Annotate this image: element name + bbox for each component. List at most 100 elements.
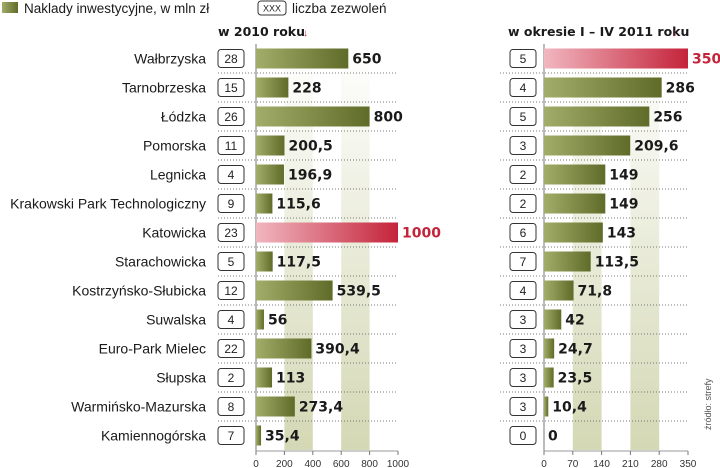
permit-box-2010-5 [217, 194, 245, 213]
legend: Naklady inwestycyjne, w mln zł XXX liczb… [2, 0, 387, 16]
permit-count-2011-13: 0 [520, 429, 527, 443]
permit-box-2010-9 [217, 310, 245, 329]
panel-2011-title-arrow-icon: ↓ [672, 28, 677, 39]
legend-count-label: liczba zezwoleń [292, 1, 387, 16]
bar-2010-11 [256, 367, 273, 388]
legend-investment-label: Naklady inwestycyjne, w mln zł [24, 1, 209, 16]
permit-count-2010-7: 5 [228, 255, 235, 269]
bar-2010-4 [256, 164, 284, 185]
permit-count-2010-6: 23 [224, 226, 238, 240]
value-label-2010-5: 115,6 [276, 197, 320, 213]
permit-box-2010-3 [217, 136, 245, 155]
permit-count-2010-3: 11 [225, 139, 238, 153]
value-label-2011-13: 0 [548, 429, 558, 445]
permit-count-2011-9: 3 [520, 313, 527, 327]
permit-box-2011-1 [509, 78, 537, 97]
bar-2011-5 [544, 193, 606, 214]
permit-count-2011-4: 2 [520, 168, 527, 182]
bar-2011-12 [544, 396, 549, 417]
permit-box-2010-13 [217, 426, 245, 445]
value-label-2010-8: 539,5 [337, 284, 381, 300]
permit-count-2011-3: 3 [520, 139, 527, 153]
value-label-2011-9: 42 [565, 313, 584, 329]
tick-label-2011-3: 210 [622, 459, 639, 468]
permit-box-2011-11 [509, 368, 537, 387]
value-label-2010-4: 196,9 [288, 168, 332, 184]
bar-2011-8 [544, 280, 574, 301]
permit-box-2010-7 [217, 252, 245, 271]
bar-2010-13 [256, 425, 262, 446]
bar-2010-5 [256, 193, 273, 214]
permit-count-2011-2: 5 [520, 110, 527, 124]
value-label-2011-2: 256 [653, 110, 682, 126]
bar-2011-1 [544, 77, 662, 98]
value-label-2011-0: 350 [692, 52, 720, 68]
permit-count-2011-12: 3 [520, 400, 527, 414]
value-label-2010-10: 390,4 [315, 342, 360, 358]
value-label-2011-1: 286 [666, 81, 695, 97]
value-label-2010-9: 56 [268, 313, 287, 329]
category-label-7: Starachowicka [115, 254, 206, 270]
permit-count-2011-11: 3 [520, 371, 527, 385]
permit-count-2010-13: 7 [228, 429, 235, 443]
value-label-2010-0: 650 [352, 52, 381, 68]
bar-2011-2 [544, 106, 650, 127]
tick-label-2010-0: 0 [253, 459, 259, 468]
bar-2011-6 [544, 222, 603, 243]
permit-box-2010-6 [217, 223, 245, 242]
value-label-2010-7: 117,5 [277, 255, 321, 271]
value-label-2010-2: 800 [374, 110, 403, 126]
permit-count-2011-7: 7 [520, 255, 527, 269]
tick-label-2010-1: 200 [276, 459, 293, 468]
permit-box-2011-13 [509, 426, 537, 445]
category-label-11: Słupska [156, 370, 206, 386]
tick-label-2010-2: 400 [304, 459, 321, 468]
permit-count-2011-5: 2 [520, 197, 527, 211]
value-label-2011-5: 149 [609, 197, 638, 213]
permit-box-2010-4 [217, 165, 245, 184]
category-label-8: Kostrzyńsko-Słubicka [72, 283, 206, 299]
value-label-2011-4: 149 [609, 168, 638, 184]
category-label-4: Legnicka [150, 167, 206, 183]
bar-2011-7 [544, 251, 591, 272]
permit-box-2011-10 [509, 339, 537, 358]
tick-label-2011-5: 350 [680, 459, 697, 468]
permit-box-2011-12 [509, 397, 537, 416]
permit-box-2010-10 [217, 339, 245, 358]
permit-box-2010-8 [217, 281, 245, 300]
source-note: źródło: strefy [703, 378, 713, 430]
bar-2011-0 [544, 48, 688, 69]
value-label-2011-11: 23,5 [558, 371, 593, 387]
category-label-0: Wałbrzyska [134, 51, 206, 67]
category-label-10: Euro-Park Mielec [99, 341, 206, 357]
value-label-2010-6: 1000 [402, 226, 441, 242]
tick-label-2011-0: 0 [541, 459, 547, 468]
permit-box-2011-3 [509, 136, 537, 155]
bar-2010-10 [256, 338, 312, 359]
permit-box-2011-8 [509, 281, 537, 300]
value-label-2011-12: 10,4 [552, 400, 587, 416]
bar-2010-1 [256, 77, 289, 98]
value-label-2011-10: 24,7 [558, 342, 593, 358]
category-label-13: Kamiennogórska [101, 428, 206, 444]
permit-box-2011-6 [509, 223, 537, 242]
permit-count-2010-9: 4 [228, 313, 235, 327]
permit-count-2010-8: 12 [224, 284, 238, 298]
legend-count-box-text: XXX [263, 4, 281, 14]
permit-count-2011-10: 3 [520, 342, 527, 356]
bar-2011-4 [544, 164, 606, 185]
permit-box-2011-4 [509, 165, 537, 184]
permit-count-2010-10: 22 [224, 342, 238, 356]
permit-count-2010-4: 4 [228, 168, 235, 182]
permit-box-2010-1 [217, 78, 245, 97]
category-label-6: Katowicka [142, 225, 206, 241]
value-label-2010-3: 200,5 [288, 139, 332, 155]
category-label-2: Łódzka [161, 109, 206, 125]
bar-2010-12 [256, 396, 295, 417]
tick-label-2011-4: 280 [651, 459, 668, 468]
bar-2010-6 [256, 222, 398, 243]
value-label-2010-13: 35,4 [265, 429, 300, 445]
permit-box-2010-0 [217, 49, 245, 68]
value-label-2011-8: 71,8 [578, 284, 613, 300]
value-label-2010-1: 228 [292, 81, 321, 97]
